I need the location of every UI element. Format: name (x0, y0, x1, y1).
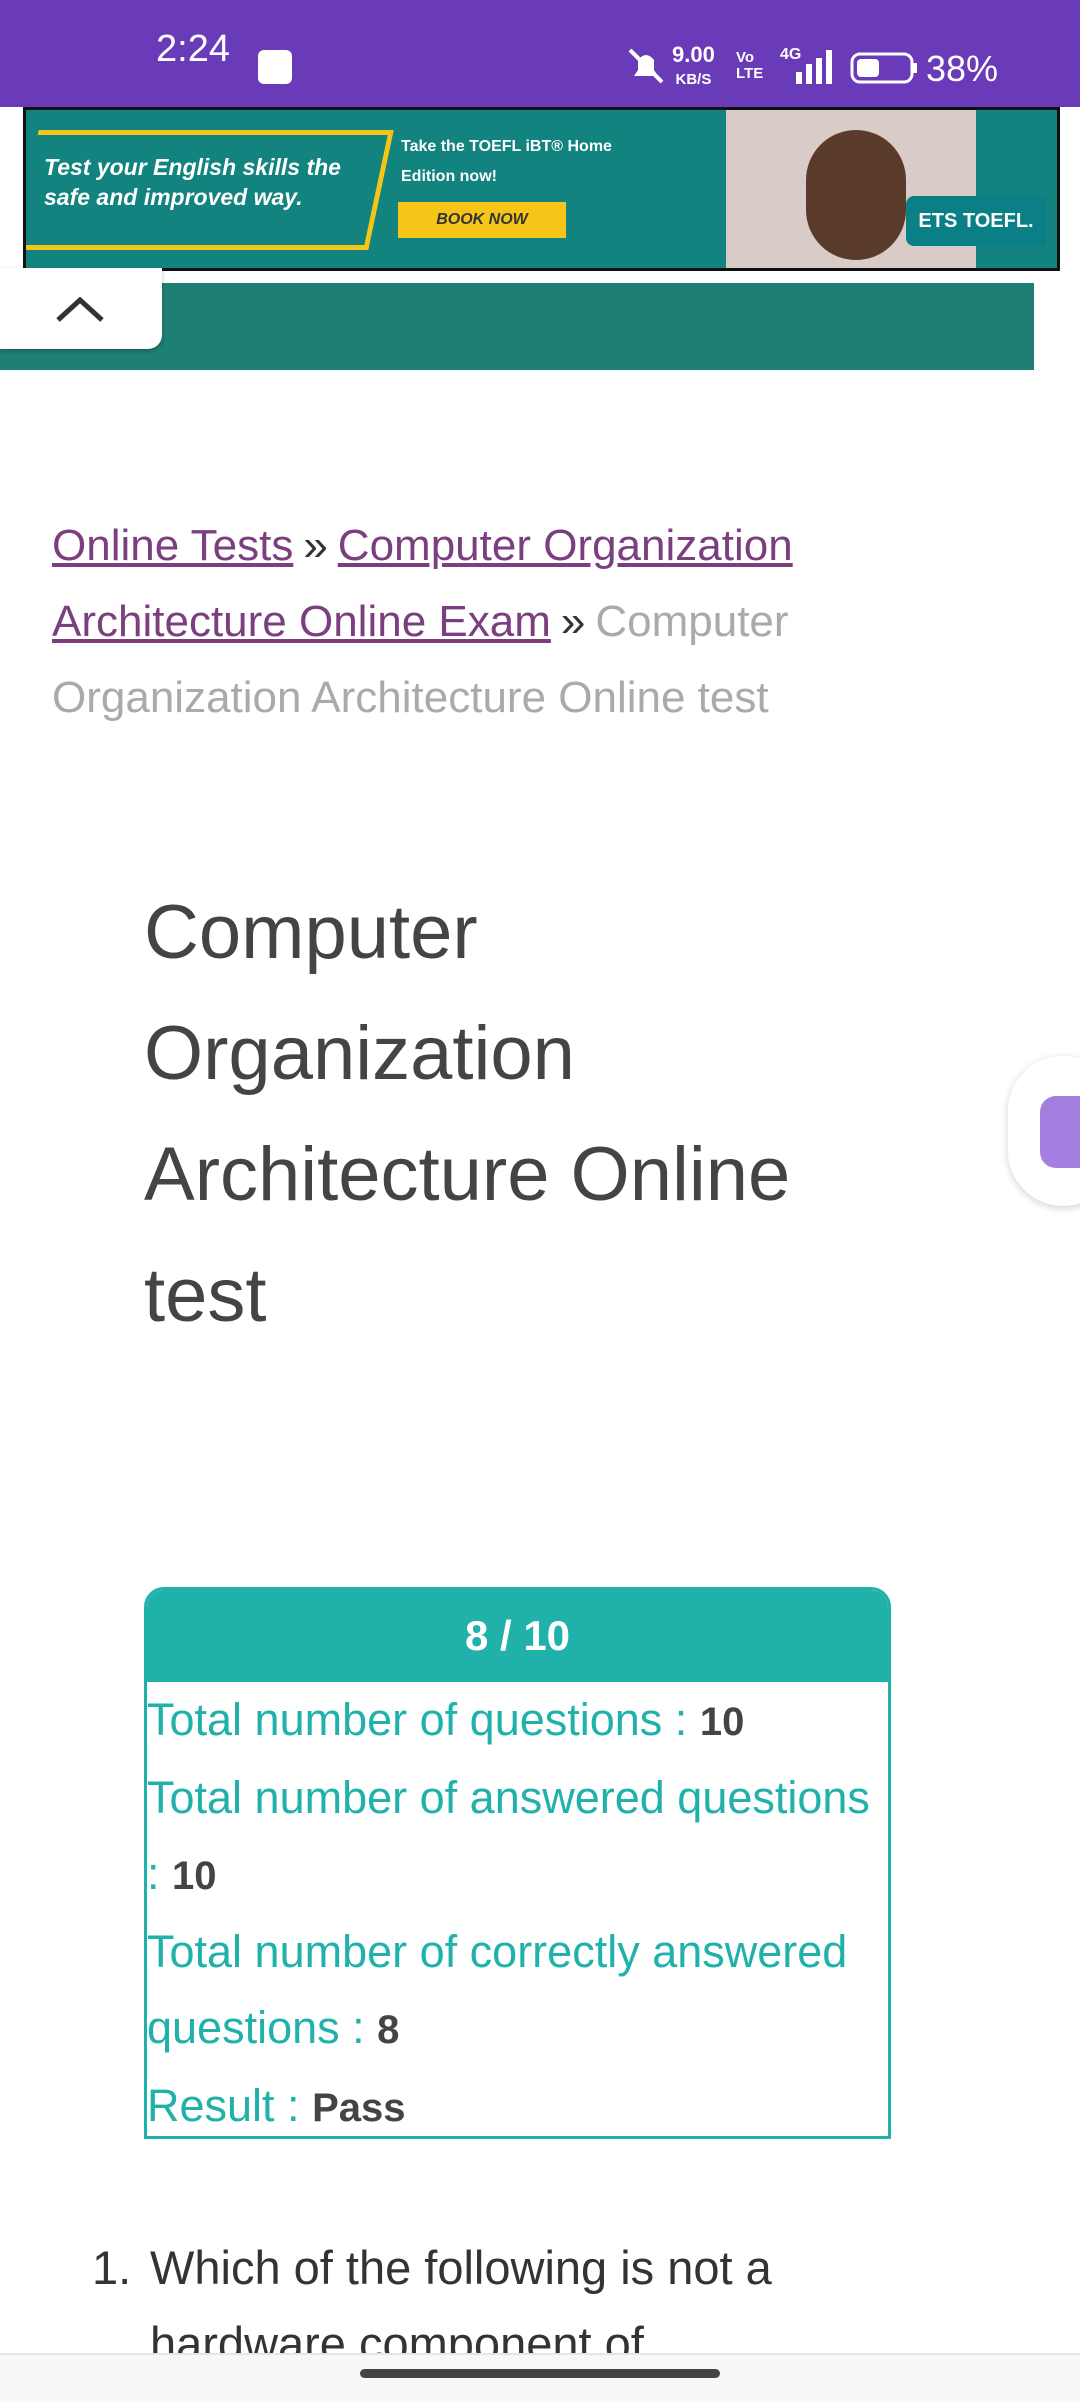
notification-icon (258, 50, 292, 84)
ad-headline: Test your English skills the safe and im… (44, 154, 341, 210)
signal-icon (796, 50, 832, 84)
score-rows: Total number of questions : 10 Total num… (147, 1682, 888, 2146)
ad-banner[interactable]: Test your English skills the safe and im… (23, 107, 1060, 271)
ad-brand: ETS TOEFL. (906, 196, 1046, 246)
breadcrumb: Online Tests» Computer Organization Archi… (52, 508, 892, 736)
score-box: 8 / 10 Total number of questions : 10 To… (144, 1587, 891, 2139)
score: 8 / 10 (147, 1590, 888, 1682)
net-speed: 9.00 KB/S (672, 42, 715, 89)
row-value: 10 (699, 1700, 745, 1744)
home-indicator[interactable] (360, 2369, 720, 2378)
score-row: Total number of questions : 10 (147, 1682, 888, 1760)
status-bar: 2:24 9.00 KB/S Vo LTE 4G 38% (0, 0, 1080, 107)
score-row: Total number of correctly answered quest… (147, 1914, 888, 2068)
question-text: Which of the following is not a hardware… (150, 2241, 772, 2370)
page-title: Computer Organization Architecture Onlin… (144, 890, 791, 1338)
row-label: Result : (147, 2080, 300, 2131)
volte: Vo LTE (736, 49, 764, 82)
question-number: 1. (92, 2241, 132, 2294)
score-row: Result : Pass (147, 2068, 888, 2146)
row-label: Total number of answered questions : (147, 1772, 870, 1899)
breadcrumb-link[interactable]: Online Tests (52, 521, 294, 570)
chat-button[interactable] (1040, 1096, 1080, 1168)
chevron-up (56, 296, 104, 322)
ad-button[interactable]: BOOK NOW (398, 202, 566, 238)
question: 1. Which of the following is not a hardw… (92, 2230, 910, 2382)
breadcrumb-separator: » (303, 521, 328, 570)
breadcrumb-separator: » (560, 597, 586, 646)
battery-level: 38% (926, 48, 999, 89)
row-value: Pass (312, 2086, 406, 2130)
row-label: Total number of questions : (147, 1694, 688, 1745)
breadcrumb-link[interactable]: Computer Organization Architecture Onlin… (52, 521, 793, 646)
collapse-button[interactable] (0, 268, 162, 349)
clock: 2:24 (156, 28, 230, 70)
mute-icon (628, 48, 664, 84)
chat-widget[interactable] (1008, 1056, 1080, 1206)
network-type: 4G (780, 46, 802, 63)
ad-offer: Take the TOEFL iBT® Home Edition now! (401, 138, 612, 185)
row-value: 10 (172, 1854, 217, 1898)
row-value: 8 (377, 2008, 400, 2052)
battery-icon (850, 52, 917, 84)
score-row: Total number of answered questions : 10 (147, 1760, 888, 1914)
row-label: Total number of correctly answered quest… (147, 1926, 848, 2053)
breadcrumb-current: Computer Organization Architecture Onlin… (52, 597, 789, 722)
collapse-bar (0, 283, 1034, 370)
